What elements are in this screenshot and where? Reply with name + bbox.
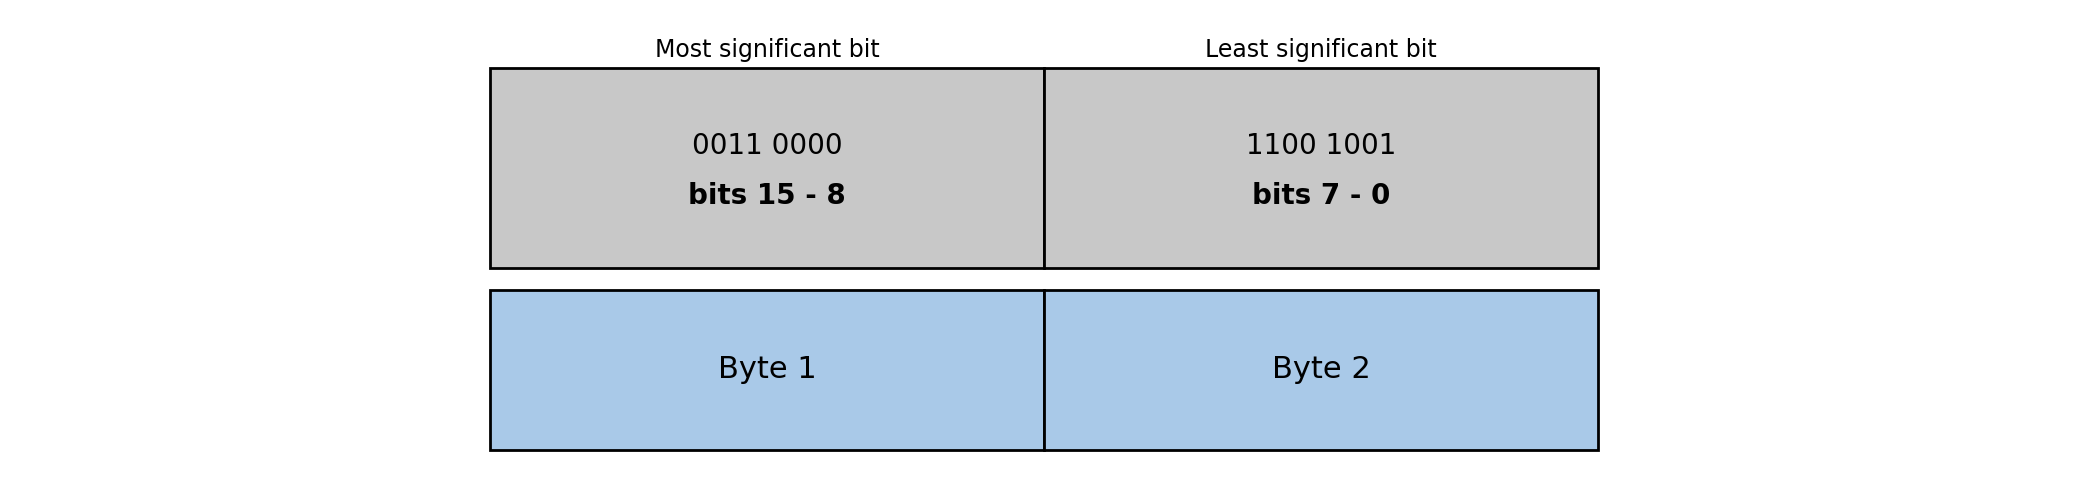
Text: 1100 1001: 1100 1001 (1245, 132, 1395, 160)
Bar (1044, 68, 1598, 268)
Text: Byte 2: Byte 2 (1272, 356, 1370, 384)
Text: Least significant bit: Least significant bit (1205, 38, 1437, 62)
Text: Most significant bit: Most significant bit (654, 38, 879, 62)
Text: bits 7 - 0: bits 7 - 0 (1251, 182, 1389, 210)
Text: Byte 1: Byte 1 (719, 356, 817, 384)
Bar (491, 68, 1044, 268)
Bar (1044, 290, 1598, 450)
Bar (491, 290, 1044, 450)
Text: bits 15 - 8: bits 15 - 8 (687, 182, 846, 210)
Text: 0011 0000: 0011 0000 (691, 132, 842, 160)
